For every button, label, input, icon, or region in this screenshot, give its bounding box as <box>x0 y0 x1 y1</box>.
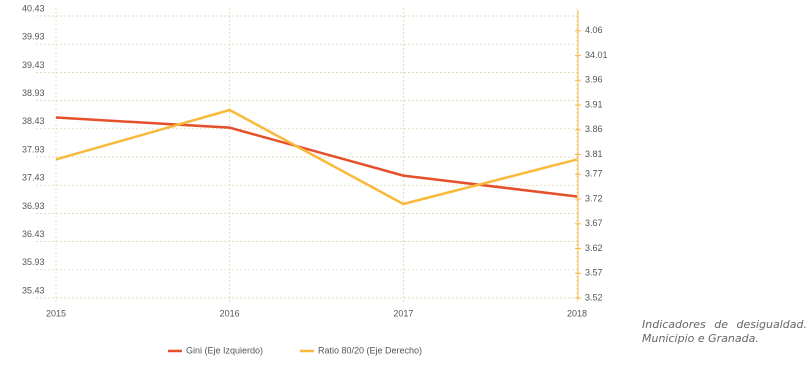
y2-tick-label: 3.81 <box>585 149 603 159</box>
y2-tick-label: 3.96 <box>585 75 603 85</box>
y2-tick-label: 3.62 <box>585 243 603 253</box>
y-tick-label: 35.43 <box>22 285 45 295</box>
caption: Indicadores de desigualdad. Municipio e … <box>642 318 807 345</box>
y-tick-label: 38.43 <box>22 116 45 126</box>
y2-tick-label: 3.52 <box>585 292 603 302</box>
y-tick-label: 37.43 <box>22 173 45 183</box>
y-tick-label: 40.43 <box>22 3 45 13</box>
x-tick-label: 2018 <box>567 308 587 318</box>
y2-tick-label: 3.86 <box>585 124 603 134</box>
y2-tick-label: 3.57 <box>585 268 603 278</box>
y2-tick-label: 34.01 <box>585 50 608 60</box>
y-tick-label: 39.93 <box>22 32 45 42</box>
y2-tick-label: 3.72 <box>585 193 603 203</box>
x-tick-label: 2017 <box>393 308 413 318</box>
series-line <box>55 108 578 206</box>
y-tick-label: 39.43 <box>22 60 45 70</box>
y-tick-label: 35.93 <box>22 257 45 267</box>
y2-tick-label: 3.91 <box>585 99 603 109</box>
legend-label: Ratio 80/20 (Eje Derecho) <box>318 345 422 355</box>
y2-tick-label: 3.77 <box>585 169 603 179</box>
legend-label: Gini (Eje Izquierdo) <box>186 345 263 355</box>
x-tick-label: 2016 <box>220 308 240 318</box>
y-tick-label: 38.93 <box>22 88 45 98</box>
series-line <box>55 116 578 198</box>
y-tick-label: 36.93 <box>22 201 45 211</box>
y-tick-label: 36.43 <box>22 229 45 239</box>
y2-tick-label: 3.67 <box>585 218 603 228</box>
chart: 35.43 35.93 36.43 36.93 37.43 37.93 38.43 38.93… <box>22 3 608 355</box>
x-tick-label: 2015 <box>46 308 66 318</box>
y-tick-label: 37.93 <box>22 144 45 154</box>
y2-tick-label: 4.06 <box>585 25 603 35</box>
